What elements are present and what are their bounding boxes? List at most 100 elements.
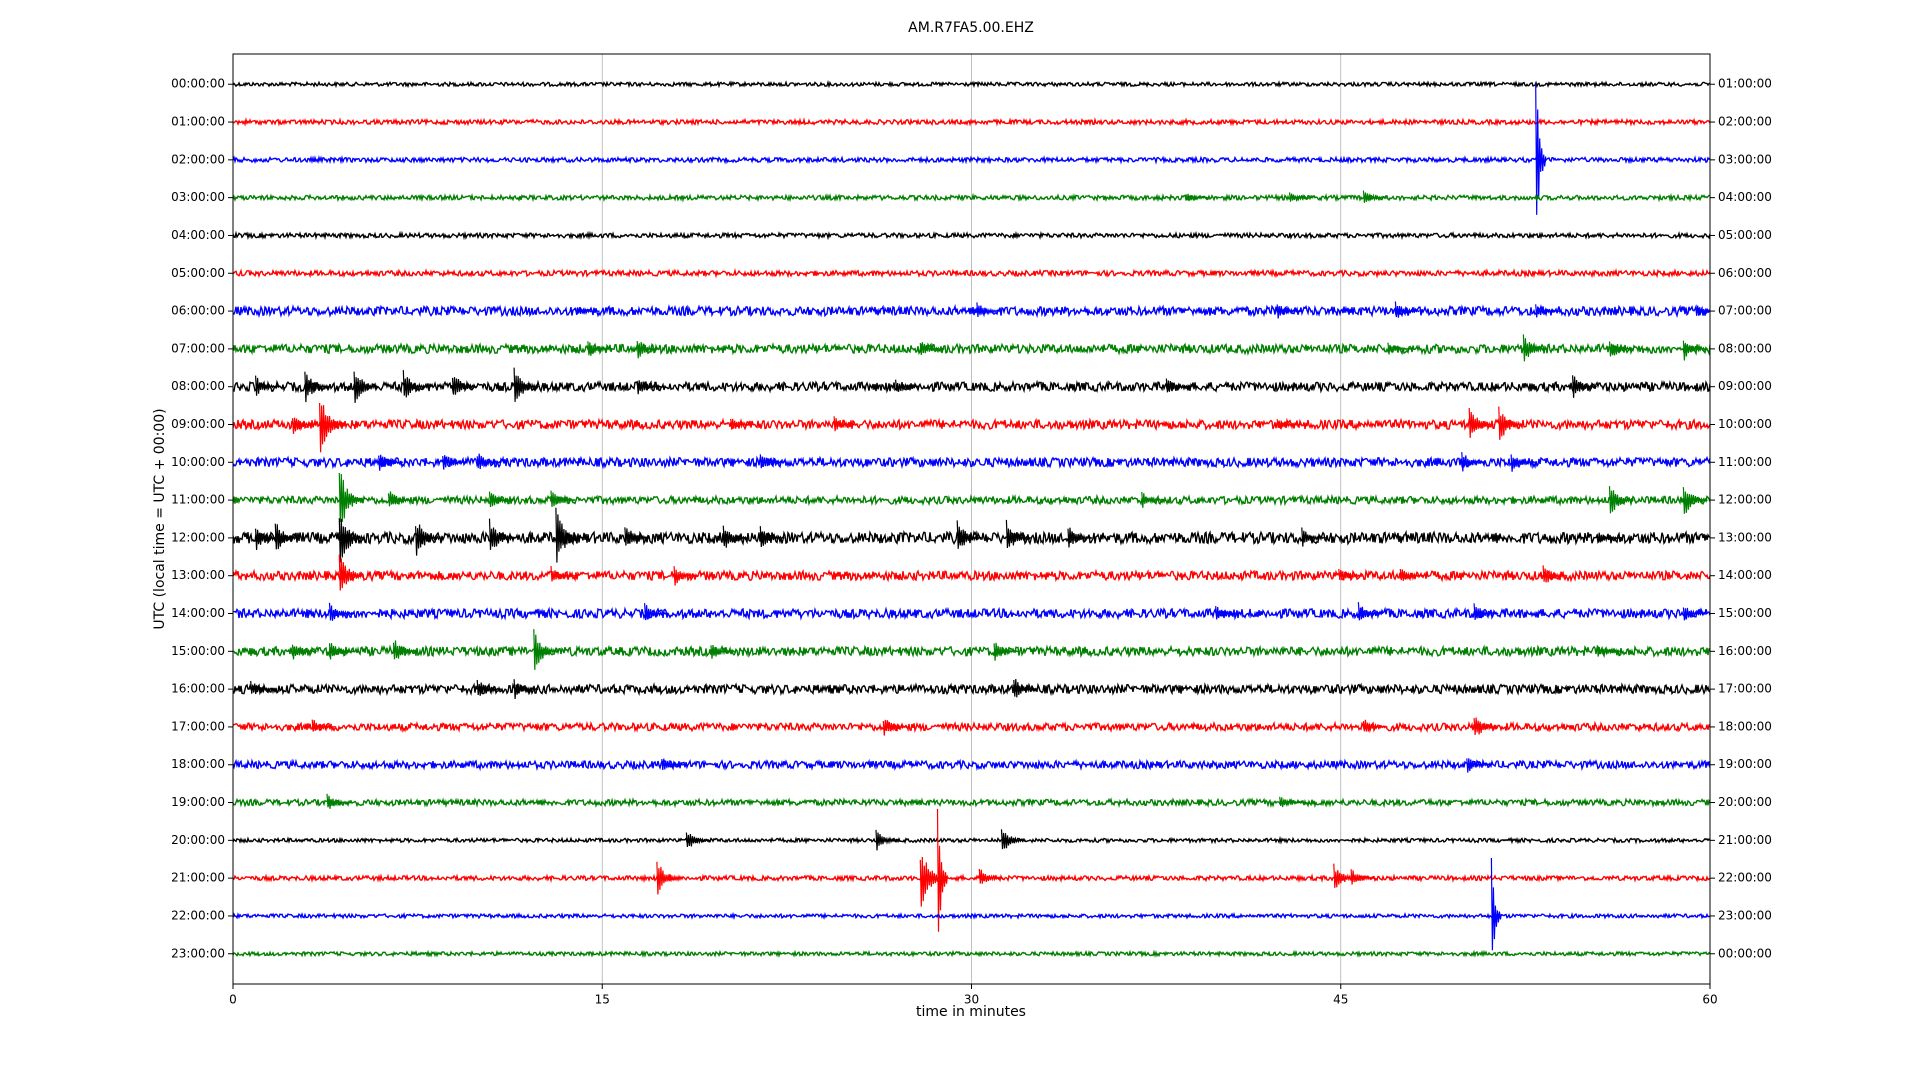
trace-event bbox=[338, 472, 364, 523]
trace-event bbox=[291, 644, 317, 660]
y-tick-label: 04:00:00 bbox=[171, 228, 225, 242]
trace-event bbox=[710, 645, 736, 659]
trace-event bbox=[1279, 796, 1305, 808]
y-tick-label: 11:00:00 bbox=[171, 493, 225, 507]
trace-event bbox=[882, 719, 908, 736]
y-tick-label-right: 14:00:00 bbox=[1718, 568, 1772, 582]
trace-event bbox=[644, 603, 670, 621]
y-tick-label-right: 16:00:00 bbox=[1718, 644, 1772, 658]
trace-noise bbox=[233, 303, 1710, 319]
trace-event bbox=[1350, 869, 1376, 885]
trace-event bbox=[550, 490, 576, 507]
trace-event bbox=[533, 629, 559, 670]
trace-event bbox=[1013, 678, 1039, 698]
trace-event bbox=[587, 341, 613, 356]
trace-event bbox=[442, 455, 468, 470]
trace-event bbox=[328, 602, 354, 621]
trace-noise bbox=[233, 758, 1710, 772]
y-tick-label: 19:00:00 bbox=[171, 795, 225, 809]
trace-event bbox=[1276, 419, 1302, 429]
trace-noise bbox=[233, 644, 1710, 659]
y-tick-label: 13:00:00 bbox=[171, 568, 225, 582]
trace-event bbox=[976, 302, 1002, 317]
trace-noise bbox=[233, 117, 1710, 127]
y-tick-label: 09:00:00 bbox=[171, 417, 225, 431]
trace-event bbox=[328, 643, 354, 660]
y-tick-label-right: 07:00:00 bbox=[1718, 304, 1772, 318]
trace-event bbox=[338, 554, 364, 591]
y-tick-label: 01:00:00 bbox=[171, 115, 225, 129]
y-tick-label: 12:00:00 bbox=[171, 530, 225, 544]
trace-event bbox=[1276, 304, 1302, 319]
x-tick-label: 30 bbox=[964, 993, 979, 1007]
y-tick-label: 23:00:00 bbox=[171, 946, 225, 960]
y-tick-label: 06:00:00 bbox=[171, 304, 225, 318]
trace-event bbox=[1695, 305, 1710, 316]
grid bbox=[228, 54, 1715, 989]
trace-noise bbox=[233, 796, 1710, 809]
y-tick-label-right: 22:00:00 bbox=[1718, 871, 1772, 885]
trace-event bbox=[319, 402, 345, 453]
trace-noise bbox=[233, 835, 1710, 845]
trace-event bbox=[636, 380, 662, 395]
trace-event bbox=[575, 307, 600, 315]
y-tick-label: 02:00:00 bbox=[171, 152, 225, 166]
x-tick-label: 60 bbox=[1702, 993, 1717, 1007]
trace-event bbox=[513, 679, 539, 700]
trace-event bbox=[1399, 568, 1425, 581]
y-tick-label-right: 03:00:00 bbox=[1718, 152, 1772, 166]
y-tick-label: 10:00:00 bbox=[171, 455, 225, 469]
y-tick-label: 20:00:00 bbox=[171, 833, 225, 847]
trace-event bbox=[1608, 486, 1634, 514]
trace-noise bbox=[233, 606, 1710, 621]
trace-event bbox=[1535, 83, 1547, 215]
trace-event bbox=[1608, 341, 1634, 357]
trace-event bbox=[956, 520, 982, 549]
trace-event bbox=[250, 680, 276, 695]
x-tick-label: 45 bbox=[1333, 993, 1348, 1007]
trace-event bbox=[636, 340, 662, 359]
trace-event bbox=[1510, 454, 1536, 472]
y-tick-label-right: 04:00:00 bbox=[1718, 190, 1772, 204]
trace-event bbox=[1357, 602, 1383, 621]
trace-event bbox=[274, 523, 300, 550]
x-axis-label: time in minutes bbox=[916, 1004, 1026, 1020]
y-tick-label-right: 20:00:00 bbox=[1718, 795, 1772, 809]
trace-event bbox=[1468, 407, 1494, 438]
trace-event bbox=[1473, 717, 1499, 736]
y-tick-label-right: 13:00:00 bbox=[1718, 530, 1772, 544]
y-tick-label: 17:00:00 bbox=[171, 719, 225, 733]
trace-noise bbox=[233, 341, 1710, 356]
trace-event bbox=[476, 679, 502, 696]
trace-event bbox=[1338, 568, 1364, 581]
y-tick-label: 16:00:00 bbox=[171, 682, 225, 696]
trace-event bbox=[656, 861, 682, 895]
y-tick-label-right: 05:00:00 bbox=[1718, 228, 1772, 242]
trace-event bbox=[1215, 606, 1241, 620]
y-tick-label-right: 21:00:00 bbox=[1718, 833, 1772, 847]
trace-event bbox=[1535, 304, 1560, 318]
trace-event bbox=[1542, 565, 1568, 583]
trace-event bbox=[722, 525, 748, 548]
y-tick-label-right: 23:00:00 bbox=[1718, 908, 1772, 922]
trace-event bbox=[415, 524, 441, 556]
y-tick-label-right: 06:00:00 bbox=[1718, 266, 1772, 280]
trace-event bbox=[476, 453, 502, 470]
trace-event bbox=[1522, 334, 1548, 362]
trace-event bbox=[1387, 342, 1413, 355]
trace-event bbox=[402, 370, 428, 398]
trace-event bbox=[1000, 829, 1026, 850]
y-tick-label-right: 00:00:00 bbox=[1718, 946, 1772, 960]
trace-event bbox=[488, 518, 514, 550]
trace-noise bbox=[233, 911, 1710, 921]
trace-event bbox=[919, 342, 945, 355]
y-tick-label: 18:00:00 bbox=[171, 757, 225, 771]
trace-event bbox=[833, 416, 859, 432]
trace-event bbox=[311, 719, 337, 732]
trace-event bbox=[1466, 758, 1492, 773]
chart-title: AM.R7FA5.00.EHZ bbox=[908, 20, 1034, 36]
trace-noise bbox=[233, 192, 1710, 203]
trace-event bbox=[1498, 406, 1524, 440]
trace-event bbox=[1490, 857, 1502, 951]
